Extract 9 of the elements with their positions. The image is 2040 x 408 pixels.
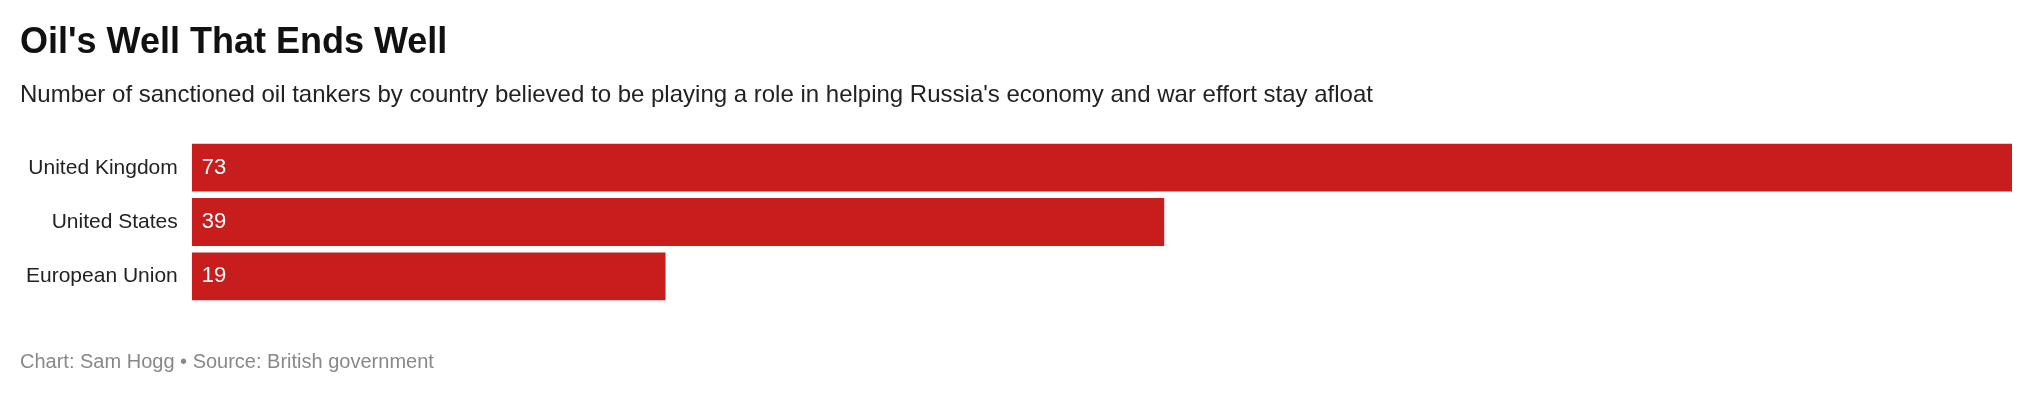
data-label: 39 bbox=[201, 208, 227, 234]
text: Chart: Sam Hogg • Source: British government bbox=[20, 350, 435, 373]
y-tick-label: European Union bbox=[26, 263, 178, 287]
y-tick-label: United States bbox=[51, 208, 178, 232]
chart-title: Oil's Well That Ends Well bbox=[20, 20, 449, 62]
data-label: 19 bbox=[201, 262, 227, 288]
data-label: 73 bbox=[201, 153, 227, 179]
chart-subtitle: Number of sanctioned oil tankers by country believed to be playing a role in helping Russia's economy and war effort stay afloat bbox=[20, 80, 1374, 108]
y-tick-label: United Kingdom bbox=[28, 154, 178, 178]
